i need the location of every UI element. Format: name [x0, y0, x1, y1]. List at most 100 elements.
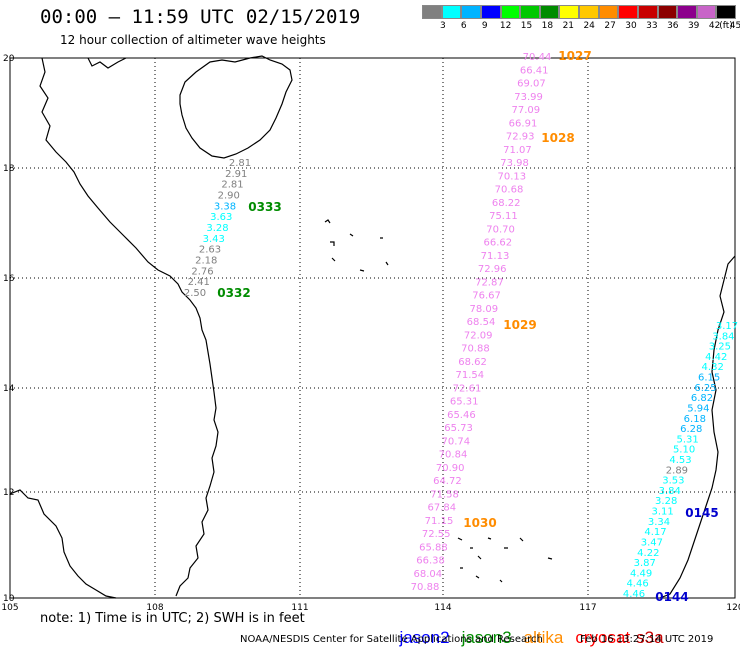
altika-wave-value: 66.62: [483, 238, 512, 249]
jason2-time-label: 0144: [655, 590, 688, 604]
scale-swatch: [441, 5, 462, 19]
jason2-wave-value: 4.46: [626, 579, 648, 590]
satellite-legend-jason2: jason2: [399, 628, 450, 647]
jason2-wave-value: 5.94: [687, 403, 709, 414]
scale-label: 6: [460, 21, 467, 31]
altika-wave-value: 70.84: [439, 450, 468, 461]
scale-label: 42: [708, 21, 721, 31]
color-scale-bar: [422, 5, 736, 19]
map-frame: [9, 57, 736, 599]
altika-wave-value: 72.55: [422, 529, 451, 540]
jason3-wave-value: 3.63: [210, 212, 232, 223]
color-scale-legend: 36912151821242730333639424570(ft): [422, 5, 740, 35]
lat-lon-grid: [10, 58, 735, 598]
jason3-wave-value: 3.38: [214, 201, 236, 212]
latitude-label: 16: [3, 274, 15, 284]
altika-wave-value: 71.13: [481, 251, 510, 262]
altika-wave-value: 70.88: [461, 344, 490, 355]
altika-time-label: 1027: [558, 49, 591, 63]
jason3-wave-value: 2.76: [191, 266, 213, 277]
vietnam-coast: [39, 57, 219, 597]
longitude-label: 105: [1, 603, 18, 610]
altika-wave-value: 65.73: [444, 423, 473, 434]
jason2-wave-value: 4.32: [702, 362, 724, 373]
jason2-wave-value: 3.53: [662, 476, 684, 487]
jason2-wave-value: 4.53: [669, 455, 691, 466]
island-group-paracel: [324, 219, 389, 272]
scale-label: 9: [481, 21, 488, 31]
jason3-time-label: 0332: [217, 286, 250, 300]
altika-wave-value: 68.62: [458, 357, 487, 368]
longitude-label: 114: [434, 603, 451, 610]
scale-swatch: [696, 5, 717, 19]
altika-wave-value: 70.90: [436, 463, 465, 474]
jason2-wave-value: 4.22: [637, 548, 659, 559]
altika-time-label: 1029: [503, 318, 536, 332]
jason2-wave-value: 4.46: [623, 589, 645, 600]
scale-swatch: [637, 5, 658, 19]
scale-swatch: [618, 5, 638, 19]
china-coast: [87, 57, 127, 69]
jason2-wave-value: 4.49: [630, 568, 652, 579]
altika-wave-value: 71.07: [503, 145, 532, 156]
longitude-label: 117: [579, 603, 596, 610]
altika-wave-value: 65.31: [450, 397, 479, 408]
scale-swatch: [480, 5, 501, 19]
scale-swatch: [422, 5, 442, 19]
jason2-wave-value: 4.42: [705, 352, 727, 363]
altika-track: 70.44 66.41 69.07 73.99 77.09 66.91 72.93 71.07…: [411, 49, 592, 593]
altika-wave-value: 72.93: [506, 132, 535, 143]
scale-swatch: [500, 5, 521, 19]
jason2-wave-value: 3.84: [712, 331, 734, 342]
hainan-island: [179, 55, 293, 159]
jason3-time-label: 0333: [248, 200, 281, 214]
jason3-wave-value: 2.41: [188, 277, 210, 288]
jason2-wave-value: 5.10: [673, 445, 695, 456]
scale-swatch: [716, 5, 736, 19]
longitude-label: 120: [726, 603, 740, 610]
jason2-wave-value: 6.15: [698, 373, 720, 384]
altika-wave-value: 70.74: [441, 436, 470, 447]
altika-wave-value: 66.38: [416, 556, 445, 567]
scale-label: 36: [667, 21, 679, 31]
jason3-wave-value: 3.43: [203, 234, 225, 245]
jason2-wave-value: 4.17: [644, 527, 666, 538]
scale-unit: (ft): [719, 21, 733, 31]
jason2-wave-value: 6.25: [694, 383, 716, 394]
scale-label: 12: [499, 21, 512, 31]
jason3-wave-value: 2.90: [218, 191, 240, 202]
page-title: 00:00 – 11:59 UTC 02/15/2019: [40, 6, 361, 28]
scale-swatch: [677, 5, 697, 19]
altika-wave-value: 72.87: [475, 277, 504, 288]
scale-label: 15: [520, 21, 533, 31]
generated-timestamp: Feb 16 13:27:14 UTC 2019: [580, 634, 714, 645]
satellite-legend-jason3: jason3: [461, 628, 512, 647]
page-subtitle: 12 hour collection of altimeter wave hei…: [60, 33, 326, 47]
jason2-wave-value: 3.34: [648, 517, 670, 528]
latitude-label: 18: [3, 164, 15, 174]
altika-wave-value: 66.91: [509, 118, 538, 129]
altika-wave-value: 70.68: [495, 185, 524, 196]
altika-wave-value: 72.61: [453, 383, 482, 394]
altika-wave-value: 71.58: [430, 489, 459, 500]
scale-swatch: [520, 5, 540, 19]
scale-swatch: [657, 5, 678, 19]
scale-label: 3: [440, 21, 446, 31]
island-group-spratly: [457, 537, 553, 583]
jason2-track: 3.173.843.254.424.326.156.256.825.946.18…: [623, 321, 738, 604]
altika-wave-value: 78.09: [469, 304, 498, 315]
altika-wave-value: 70.70: [486, 224, 515, 235]
jason3-wave-value: 2.91: [225, 169, 247, 180]
altika-wave-value: 76.67: [472, 291, 501, 302]
scale-swatch: [579, 5, 599, 19]
cambodia-coast: [9, 489, 117, 599]
color-scale-labels: 36912151821242730333639424570(ft): [422, 19, 740, 33]
philippines-coast: [659, 255, 736, 599]
altika-wave-value: 69.07: [517, 79, 546, 90]
scale-label: 33: [646, 21, 658, 31]
jason3-wave-value: 2.81: [221, 180, 243, 191]
satellite-legend-altika: altika: [523, 628, 564, 647]
altika-wave-value: 68.54: [467, 317, 496, 328]
altika-wave-value: 70.13: [497, 171, 526, 182]
latitude-label: 12: [3, 488, 14, 498]
